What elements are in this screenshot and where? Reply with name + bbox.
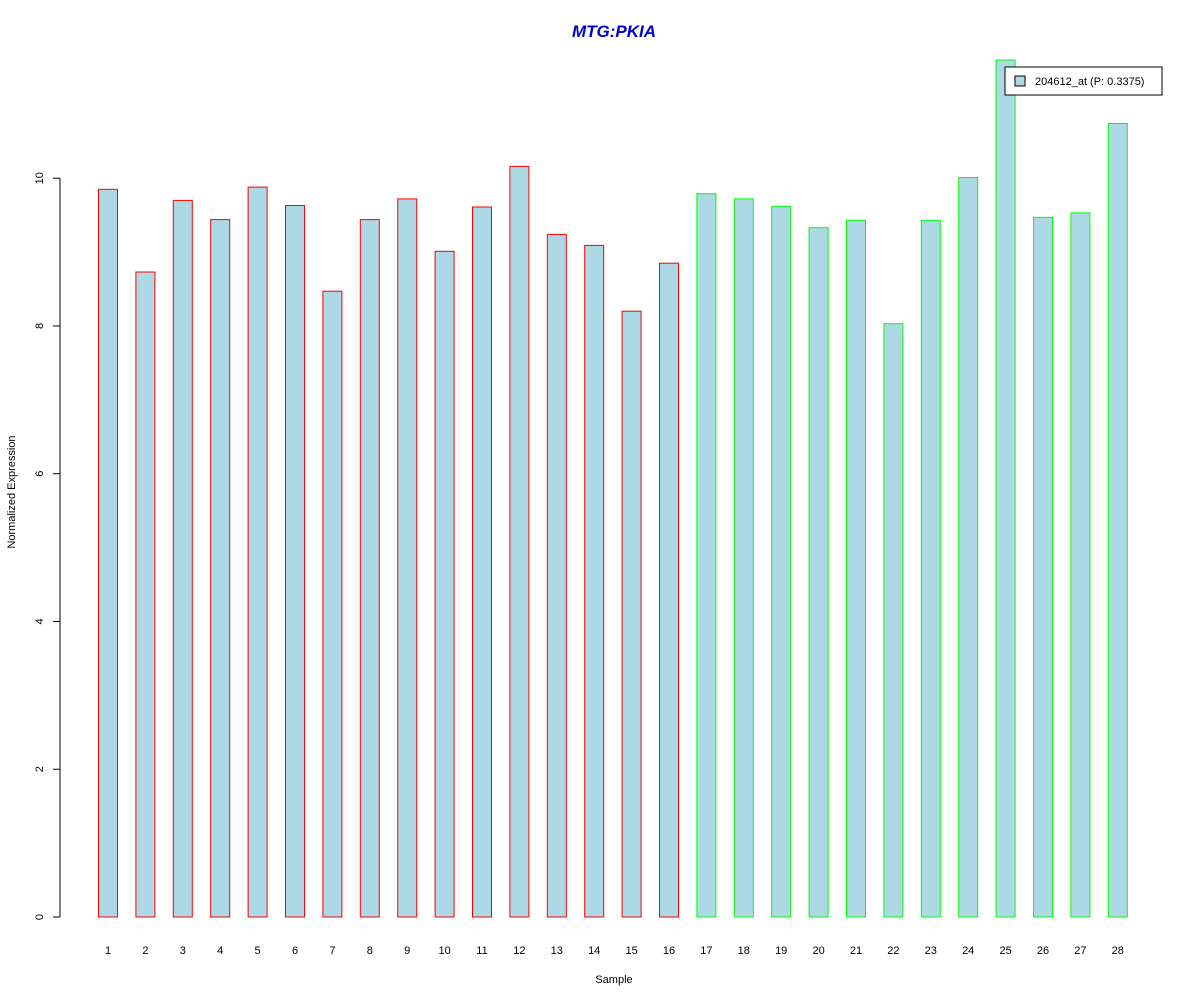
x-tick-label: 1	[105, 945, 111, 957]
bar	[584, 244, 605, 918]
x-tick-label: 21	[850, 945, 862, 957]
bar	[397, 198, 418, 918]
bar	[995, 59, 1016, 918]
x-tick-label: 18	[738, 945, 750, 957]
bar	[546, 233, 567, 918]
bar	[696, 193, 717, 918]
x-tick-label: 10	[438, 945, 450, 957]
x-tick-label: 15	[625, 945, 637, 957]
x-tick-label: 3	[180, 945, 186, 957]
y-axis-label: Normalized Expression	[6, 435, 18, 548]
y-tick-label: 4	[34, 618, 46, 624]
x-tick-label: 14	[588, 945, 600, 957]
bar	[172, 199, 193, 918]
y-tick-label: 8	[34, 323, 46, 329]
x-tick-label: 19	[775, 945, 787, 957]
y-tick-label: 2	[34, 766, 46, 772]
x-axis-labels: 1 2 3 4 5 6 7 8 9 10 11 12 13 14 15 16 17 18 19 20 21 22 23 24 2…	[105, 945, 1124, 957]
legend-box	[1004, 66, 1163, 96]
bar	[1033, 216, 1053, 918]
x-tick-label: 4	[217, 945, 223, 957]
bar	[285, 205, 305, 918]
x-tick-label: 20	[812, 945, 824, 957]
y-tick-label: 0	[34, 914, 46, 920]
bar	[322, 290, 343, 918]
bar	[808, 227, 829, 918]
bar	[472, 206, 492, 918]
x-tick-label: 8	[367, 945, 373, 957]
legend-swatch	[1014, 75, 1026, 87]
bar	[1107, 123, 1128, 918]
x-tick-label: 27	[1074, 945, 1086, 957]
bar	[1070, 212, 1091, 918]
y-tick-label: 6	[34, 471, 46, 477]
bars	[98, 59, 1128, 918]
legend: 204612_at (P: 0.3375)	[1004, 66, 1163, 96]
bar	[509, 165, 530, 918]
x-tick-label: 24	[962, 945, 974, 957]
bar	[359, 219, 380, 918]
bar	[733, 198, 754, 918]
x-tick-label: 5	[255, 945, 261, 957]
x-tick-label: 26	[1037, 945, 1049, 957]
bar	[771, 205, 792, 918]
x-tick-label: 7	[329, 945, 335, 957]
legend-label: 204612_at (P: 0.3375)	[1035, 76, 1144, 88]
x-tick-label: 28	[1112, 945, 1124, 957]
bar	[135, 271, 156, 918]
x-tick-label: 13	[551, 945, 563, 957]
x-tick-label: 12	[513, 945, 525, 957]
x-tick-label: 9	[404, 945, 410, 957]
x-tick-label: 11	[476, 945, 487, 957]
x-tick-label: 16	[663, 945, 675, 957]
x-tick-label: 6	[292, 945, 298, 957]
bar	[210, 219, 231, 918]
y-tick-label: 10	[34, 172, 46, 184]
x-tick-label: 22	[887, 945, 899, 957]
x-axis-label: Sample	[595, 974, 632, 986]
chart-title: MTG:PKIA	[572, 22, 656, 41]
x-tick-label: 23	[925, 945, 937, 957]
bar	[920, 219, 941, 918]
bar	[434, 250, 455, 918]
x-tick-label: 17	[700, 945, 712, 957]
bar	[846, 219, 866, 918]
bar	[98, 188, 118, 918]
x-tick-label: 2	[142, 945, 148, 957]
x-tick-label: 25	[999, 945, 1011, 957]
bar	[659, 262, 679, 918]
bar	[621, 310, 642, 918]
bar	[247, 186, 268, 918]
bar	[958, 177, 979, 918]
bar	[883, 323, 904, 918]
y-axis: 0 2 4 6 8 10	[34, 172, 61, 920]
